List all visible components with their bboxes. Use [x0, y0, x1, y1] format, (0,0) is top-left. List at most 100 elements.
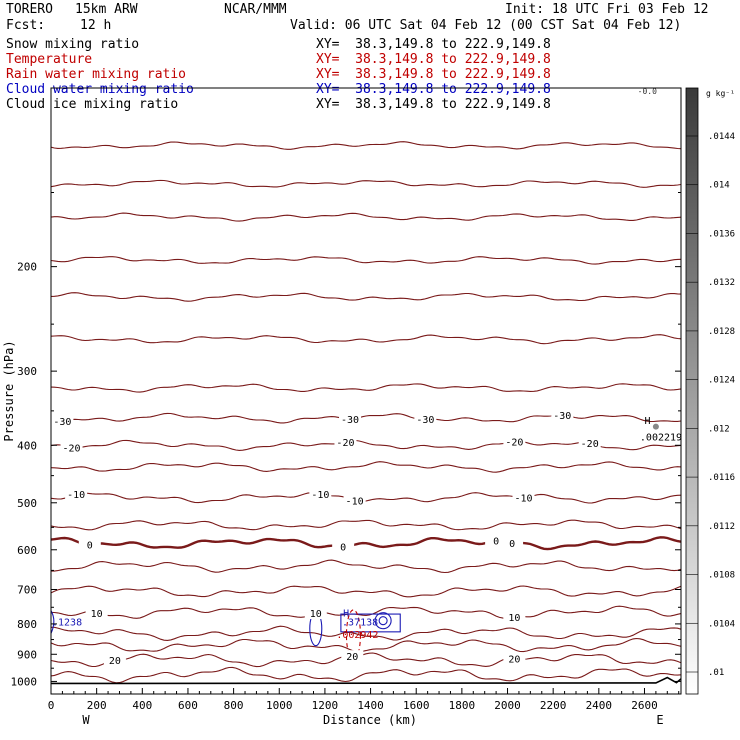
contour-label-bg	[503, 435, 526, 448]
contour-label-bg	[65, 488, 88, 501]
rain-water-contour	[345, 609, 361, 661]
temperature-contour	[51, 256, 681, 265]
snow-max-label: H	[644, 416, 650, 427]
temperature-contour	[51, 666, 681, 684]
terrain-line	[51, 676, 681, 685]
x-tick-label: 800	[224, 699, 244, 712]
temperature-contour-label: -10	[514, 494, 532, 505]
cloud-water-contour	[378, 616, 388, 626]
temperature-contour	[51, 383, 681, 393]
temperature-contour	[51, 625, 681, 641]
contour-label-bg	[503, 652, 526, 665]
temperature-contour-label: -30	[553, 411, 571, 422]
x-tick-label: 1200	[312, 699, 339, 712]
contour-label-bg	[332, 540, 355, 553]
temperature-contour-label: 20	[346, 652, 358, 663]
temperature-contour-minus30	[51, 412, 681, 424]
colorbar-gradient	[685, 87, 699, 695]
y-tick-label: 600	[17, 544, 37, 557]
temperature-contour-10	[51, 605, 681, 619]
top-value: -0.0	[638, 87, 657, 96]
temperature-contour-label: -30	[341, 415, 359, 426]
x-tick-label: 1000	[266, 699, 293, 712]
plot-frame	[50, 87, 682, 695]
field-xy-cloud-water: XY= 38.3,149.8 to 222.9,149.8	[316, 82, 551, 97]
y-tick-label: 400	[17, 439, 37, 452]
contour-label-bg	[85, 606, 108, 619]
temperature-contour	[51, 292, 681, 302]
colorbar-tick-label: .0104	[708, 619, 735, 629]
y-tick-label: 500	[17, 497, 37, 510]
colorbar-tick-label: .014	[708, 181, 730, 191]
forecast-label: Fcst:	[6, 18, 46, 33]
temperature-contour-label: -20	[505, 437, 523, 448]
cloud-water-edge-value: .1238	[52, 618, 82, 629]
field-name-cloud-ice: Cloud ice mixing ratio	[6, 97, 179, 112]
colorbar-tick-label: .0136	[708, 229, 735, 239]
temperature-contour-label: 10	[508, 613, 520, 624]
snow-max-shade	[652, 423, 659, 430]
colorbar-tick-label: .0112	[708, 522, 735, 532]
x-axis-label: Distance (km)	[323, 713, 417, 727]
field-xy-rain: XY= 38.3,149.8 to 222.9,149.8	[316, 67, 551, 82]
temperature-contour-label: 10	[310, 609, 322, 620]
temperature-contour-label: -20	[336, 438, 354, 449]
x-tick-label: 1400	[357, 699, 384, 712]
temperature-contour	[51, 461, 681, 473]
contour-label-bg	[60, 441, 83, 454]
x-tick-label: 2400	[586, 699, 613, 712]
institution: NCAR/MMM	[224, 2, 287, 17]
contour-label-bg	[309, 488, 332, 501]
valid-time: Valid: 06 UTC Sat 04 Feb 12 (00 CST Sat …	[290, 18, 682, 33]
field-name-rain: Rain water mixing ratio	[6, 67, 187, 82]
model-resolution: 15km ARW	[75, 2, 138, 17]
temperature-contour	[51, 212, 681, 222]
temperature-contour-label: -10	[67, 490, 85, 501]
contour-label-bg	[551, 409, 574, 422]
x-tick-label: 2200	[540, 699, 567, 712]
contour-label-bg	[501, 536, 524, 549]
contour-label-bg	[339, 413, 362, 426]
temperature-contour-label: -10	[311, 490, 329, 501]
colorbar-tick-label: .0108	[708, 571, 735, 581]
y-tick-label: 300	[17, 365, 37, 378]
temperature-contour-label: 0	[340, 542, 346, 553]
cloud-water-contour	[374, 612, 392, 630]
field-xy-snow: XY= 38.3,149.8 to 222.9,149.8	[316, 37, 551, 52]
temperature-contour-0	[51, 536, 681, 551]
colorbar-tick-label: .0132	[708, 278, 735, 288]
cloud-water-contour	[51, 610, 55, 634]
temperature-contour-20	[51, 652, 681, 668]
temperature-contour	[51, 559, 681, 574]
x-tick-label: 200	[87, 699, 107, 712]
temperature-contour-label: -20	[63, 443, 81, 454]
colorbar-unit: g kg⁻¹	[706, 89, 735, 98]
temperature-contour-minus20	[51, 439, 681, 451]
x-tick-label: 600	[178, 699, 198, 712]
x-tick-label: 2000	[494, 699, 521, 712]
colorbar-tick-label: .0144	[708, 132, 735, 142]
temperature-contour	[51, 179, 681, 188]
contour-label-bg	[343, 494, 366, 507]
temperature-contour-label: -30	[416, 415, 434, 426]
contour-label-bg	[512, 491, 535, 504]
colorbar-tick-label: .012	[708, 424, 730, 434]
temperature-contour	[51, 519, 681, 531]
temperature-contour	[51, 585, 681, 598]
temperature-contour-label: 20	[508, 654, 520, 665]
x-end-label-east: E	[656, 713, 663, 727]
temperature-contour-label: -20	[581, 439, 599, 450]
temperature-contour-label: 0	[493, 537, 499, 548]
cloud-water-contour	[340, 613, 401, 633]
field-name-temperature: Temperature	[6, 52, 93, 67]
temperature-contour-label: -30	[53, 417, 71, 428]
field-name-snow: Snow mixing ratio	[6, 37, 140, 52]
contour-label-bg	[51, 414, 74, 427]
y-tick-label: 900	[17, 648, 37, 661]
y-axis-label: Pressure (hPa)	[2, 340, 16, 441]
x-tick-label: 1600	[403, 699, 430, 712]
y-tick-label: 800	[17, 618, 37, 631]
model-name: TORERO	[6, 2, 53, 17]
contour-label-bg	[414, 413, 437, 426]
